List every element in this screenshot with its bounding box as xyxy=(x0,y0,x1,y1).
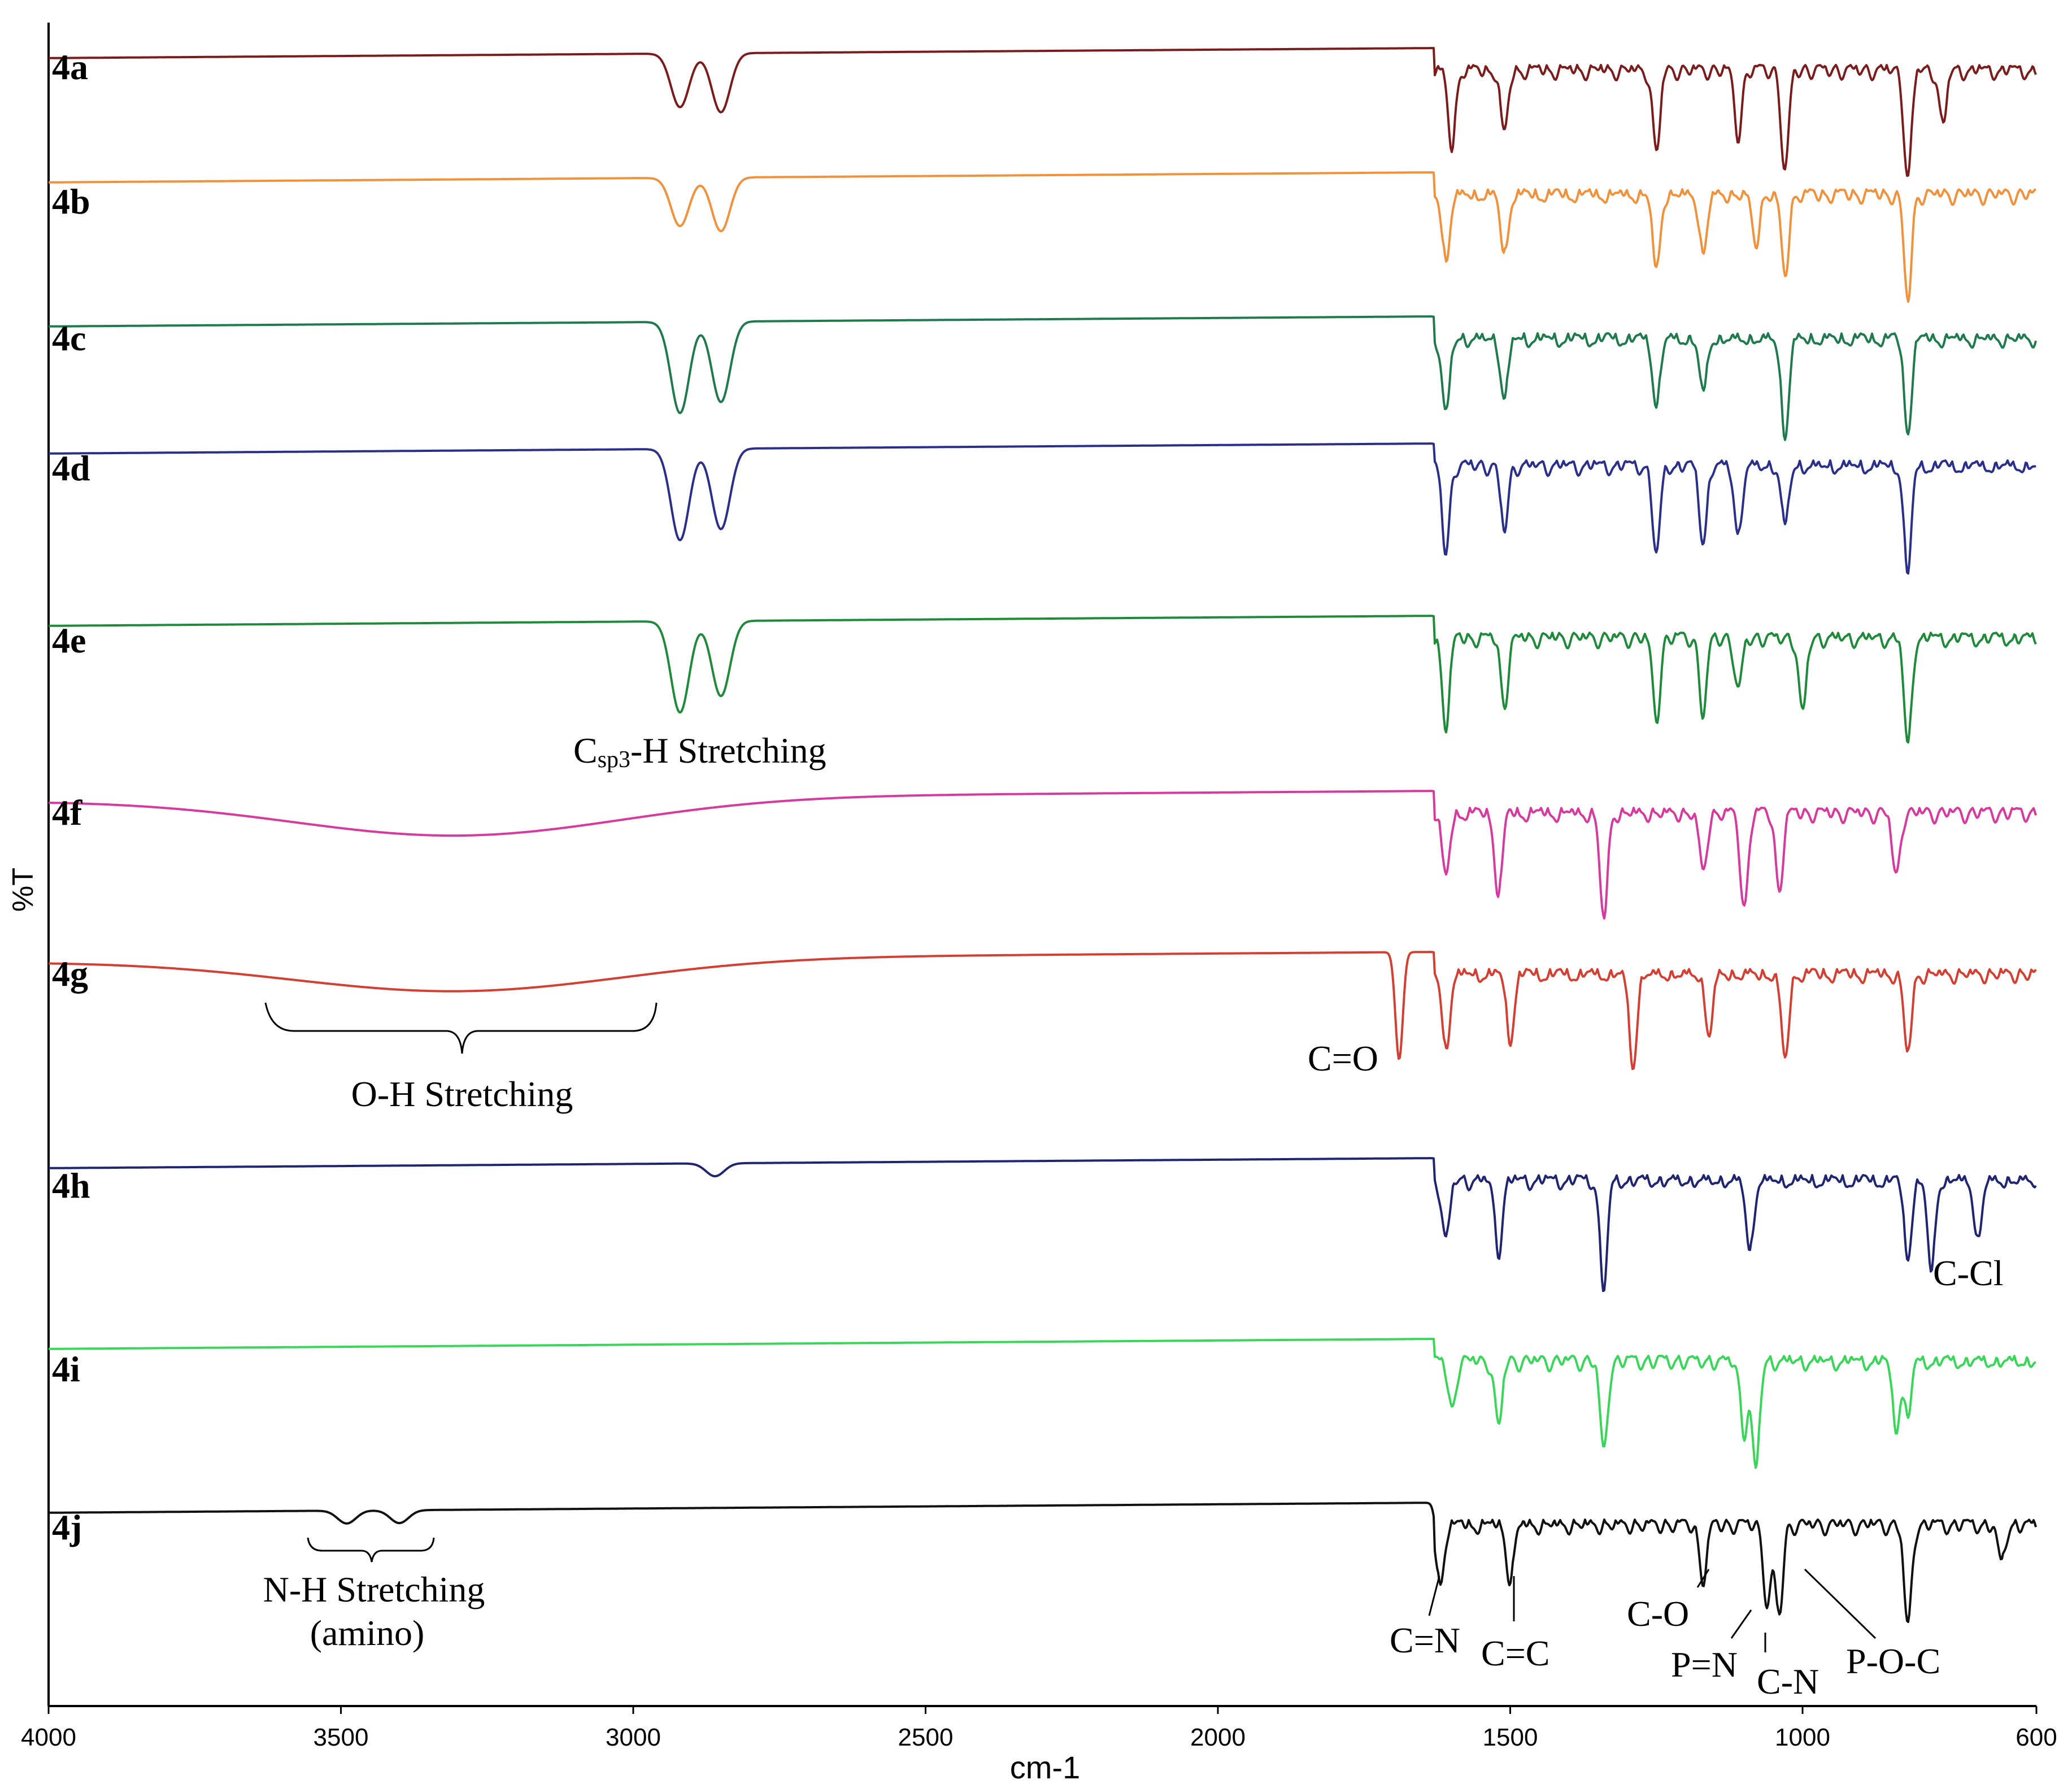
poc-leader xyxy=(1804,1568,1877,1639)
series-line-4j xyxy=(49,1502,2037,1624)
x-tick-label: 1000 xyxy=(1775,1724,1830,1751)
series-line-4a xyxy=(49,47,2037,177)
series-label-4c: 4c xyxy=(52,318,86,358)
cn-leader xyxy=(1428,1576,1440,1616)
series-label-4d: 4d xyxy=(52,448,90,488)
oh-brace xyxy=(264,1002,658,1054)
series-layer xyxy=(48,47,2037,1624)
series-label-4e: 4e xyxy=(52,620,86,660)
series-label-4b: 4b xyxy=(52,181,90,221)
annotation-nh-amino: (amino) xyxy=(310,1613,425,1653)
annotation-csp3h: Csp3-H Stretching xyxy=(573,730,826,773)
x-tick-label: 3000 xyxy=(606,1724,661,1751)
series-labels: 4a 4b 4c 4d 4e 4f 4g 4h 4i 4j xyxy=(52,47,90,1547)
series-label-4g: 4g xyxy=(52,954,88,994)
x-tick-label: 600 xyxy=(2016,1724,2057,1751)
annotation-c-n-single: C-N xyxy=(1757,1661,1819,1702)
x-axis-label: cm-1 xyxy=(1010,1750,1080,1784)
series-line-4d xyxy=(48,442,2036,575)
x-tick-label: 2000 xyxy=(1190,1724,1246,1751)
annotation-c-n-imine: C=N xyxy=(1390,1620,1460,1660)
y-axis-label: %T xyxy=(7,868,40,912)
series-label-4j: 4j xyxy=(52,1507,82,1547)
series-label-4a: 4a xyxy=(52,47,88,87)
series-label-4h: 4h xyxy=(52,1165,90,1206)
annotation-c-c: C=C xyxy=(1481,1633,1549,1673)
annotation-c-o: C-O xyxy=(1627,1594,1689,1634)
x-tick-label: 1500 xyxy=(1483,1724,1538,1751)
series-line-4b xyxy=(48,171,2036,303)
annotation-p-o-c: P-O-C xyxy=(1846,1641,1940,1681)
annotation-nh: N-H Stretching xyxy=(263,1569,485,1609)
x-tick-label: 3500 xyxy=(314,1724,369,1751)
series-line-4i xyxy=(49,1338,2036,1469)
annotation-ccl: C-Cl xyxy=(1933,1253,2003,1293)
co-leader xyxy=(1696,1569,1710,1588)
x-axis-ticks: 4000 3500 3000 2500 2000 1500 1000 600 xyxy=(21,1706,2057,1751)
annotation-layer: Csp3-H Stretching O-H Stretching C=O C-C… xyxy=(263,730,2004,1702)
series-line-4c xyxy=(48,315,2037,441)
series-label-4i: 4i xyxy=(52,1349,80,1389)
x-tick-label: 2500 xyxy=(898,1724,954,1751)
pn-leader xyxy=(1730,1609,1752,1639)
annotation-p-n: P=N xyxy=(1671,1644,1738,1685)
annotation-co-carbonyl: C=O xyxy=(1308,1038,1378,1078)
nh-brace xyxy=(307,1537,435,1563)
series-line-4e xyxy=(49,615,2037,744)
annotation-oh: O-H Stretching xyxy=(351,1074,573,1114)
series-label-4f: 4f xyxy=(52,793,82,833)
series-line-4f xyxy=(49,790,2037,920)
x-tick-label: 4000 xyxy=(21,1724,76,1751)
series-line-4h xyxy=(49,1157,2037,1293)
series-line-4g xyxy=(49,951,2037,1071)
